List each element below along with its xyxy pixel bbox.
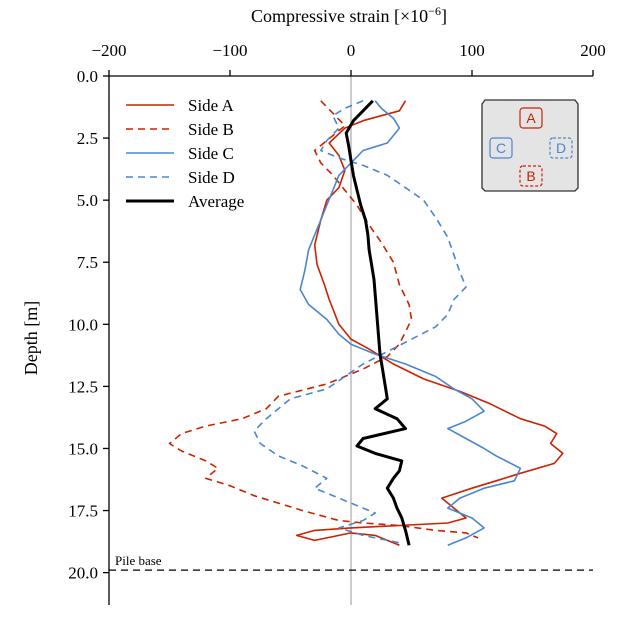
inset-box-b [519, 165, 543, 187]
series-line-side-b [168, 100, 479, 539]
y-tick-label: 2.5 [77, 129, 98, 148]
y-tick-label: 5.0 [77, 191, 98, 210]
y-tick-label: 17.5 [68, 502, 98, 521]
x-axis-title-exponent: −6 [428, 4, 441, 18]
series-line-average [344, 99, 411, 546]
inset-box-a [519, 107, 543, 129]
y-tick-label: 0.0 [77, 67, 98, 86]
series-line-side-a [295, 100, 564, 547]
y-tick-label: 15.0 [68, 439, 98, 458]
x-tick-label: −200 [91, 41, 126, 60]
x-tick-label: −100 [212, 41, 247, 60]
series-line-side-c [299, 100, 522, 547]
inset-label-a: A [526, 110, 536, 126]
legend-label-side-a: Side A [188, 96, 235, 115]
series-line-side-d [253, 100, 467, 544]
legend-label-side-c: Side C [188, 144, 234, 163]
y-tick-label: 7.5 [77, 253, 98, 272]
x-tick-label: 200 [580, 41, 606, 60]
legend-label-side-d: Side D [188, 168, 235, 187]
pile-cross-section-inset: A C D B [481, 99, 579, 192]
x-tick-label: 0 [347, 41, 356, 60]
y-tick-label: 20.0 [68, 564, 98, 583]
inset-label-c: C [496, 140, 506, 156]
inset-box-c [489, 137, 513, 159]
inset-label-b: B [526, 168, 535, 184]
inset-label-d: D [556, 140, 566, 156]
legend-label-average: Average [188, 192, 244, 211]
plot-area: −200 −100 0 100 200 0.0 2.5 5.0 7.5 10.0 12.5 15.0 1… [68, 41, 606, 605]
y-tick-label: 10.0 [68, 315, 98, 334]
pile-base-label: Pile base [115, 553, 162, 568]
x-tick-label: 100 [459, 41, 485, 60]
inset-background [481, 99, 579, 192]
legend-label-side-b: Side B [188, 120, 234, 139]
y-axis-title: Depth [m] [21, 301, 41, 375]
y-tick-label: 12.5 [68, 377, 98, 396]
x-axis-title: Compressive strain [×10−6] [251, 4, 447, 26]
inset-box-d [549, 137, 573, 159]
